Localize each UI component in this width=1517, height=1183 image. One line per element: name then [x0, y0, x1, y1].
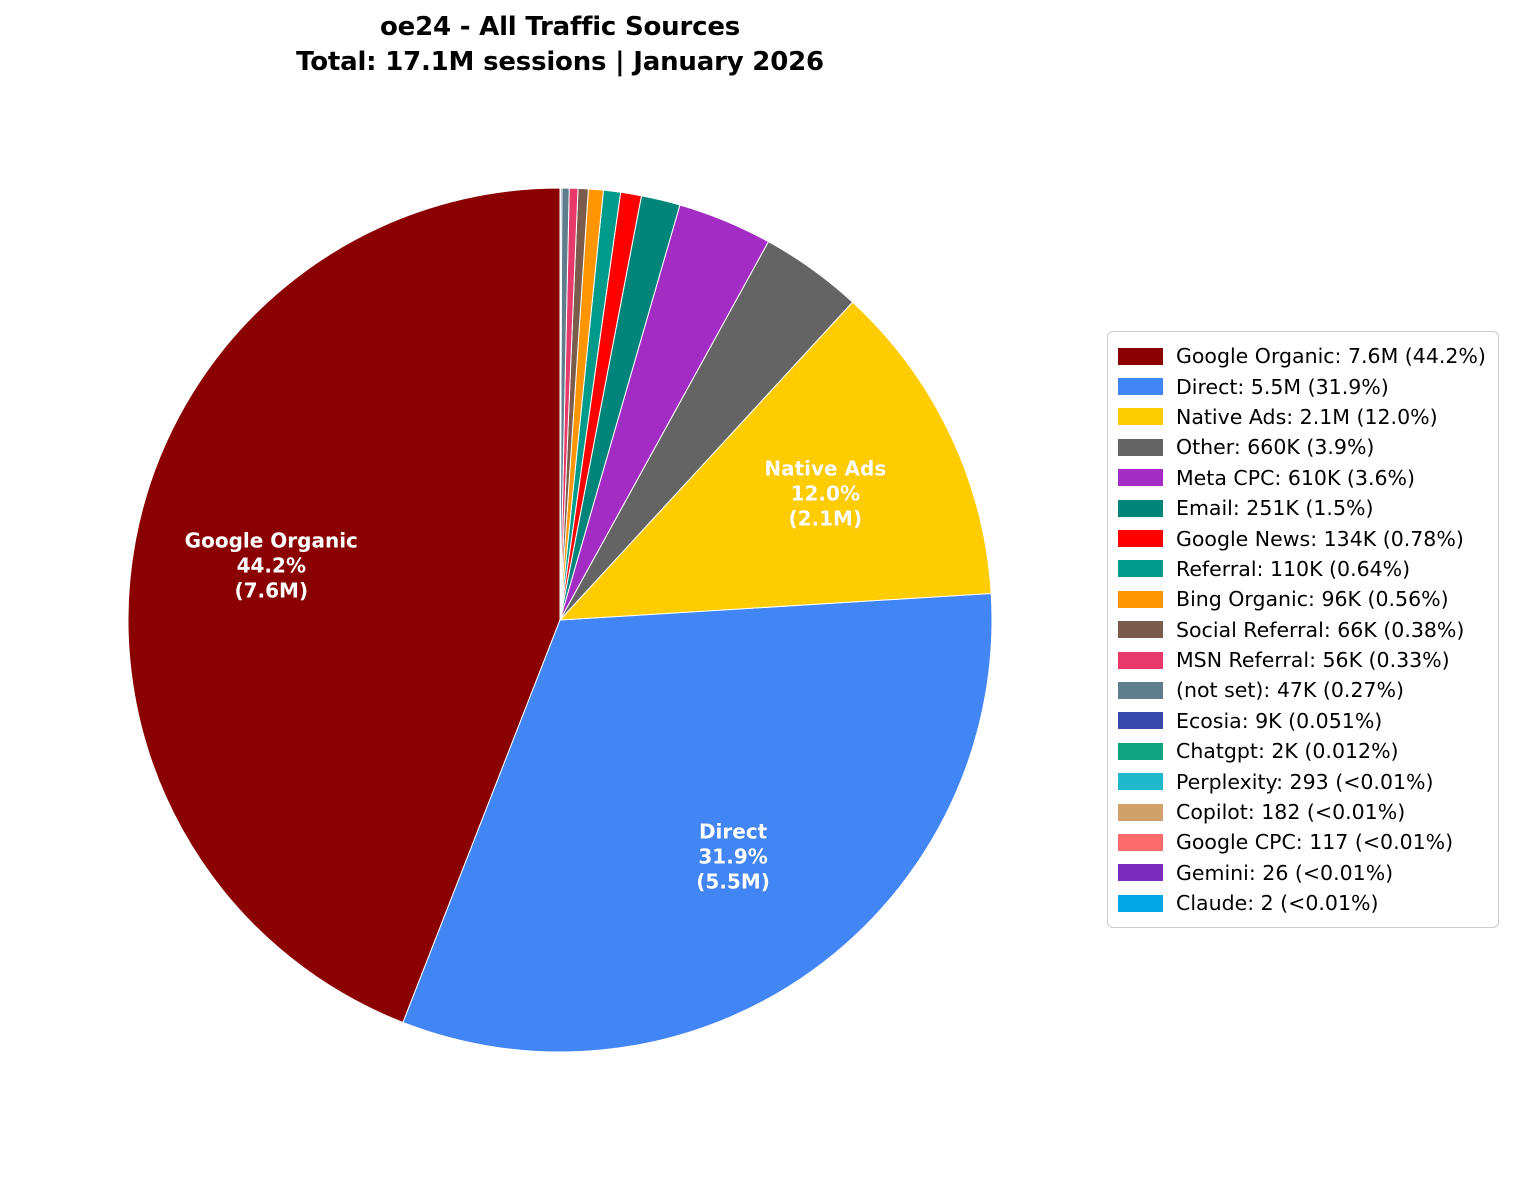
legend-item[interactable]: Referral: 110K (0.64%) — [1118, 554, 1486, 584]
legend-item[interactable]: Claude: 2 (<0.01%) — [1118, 888, 1486, 918]
legend-item[interactable]: Perplexity: 293 (<0.01%) — [1118, 766, 1486, 796]
legend-item[interactable]: Email: 251K (1.5%) — [1118, 493, 1486, 523]
legend-item-label: Native Ads: 2.1M (12.0%) — [1176, 404, 1438, 429]
legend-item[interactable]: Meta CPC: 610K (3.6%) — [1118, 463, 1486, 493]
legend-color-swatch — [1118, 438, 1163, 456]
pie-slice[interactable] — [558, 301, 992, 621]
legend-item-label: Direct: 5.5M (31.9%) — [1176, 374, 1389, 399]
legend-item-label: Google News: 134K (0.78%) — [1176, 526, 1464, 551]
legend-color-swatch — [1118, 560, 1163, 578]
legend-item-label: Meta CPC: 610K (3.6%) — [1176, 465, 1415, 490]
legend-color-swatch — [1118, 378, 1163, 396]
legend-item[interactable]: Ecosia: 9K (0.051%) — [1118, 706, 1486, 736]
pie-chart-area: Google Organic 44.2% (7.6M) Direct 31.9% (5.5… — [127, 187, 993, 1053]
legend-item-label: Bing Organic: 96K (0.56%) — [1176, 587, 1449, 612]
legend-item[interactable]: Gemini: 26 (<0.01%) — [1118, 858, 1486, 888]
legend-item[interactable]: Social Referral: 66K (0.38%) — [1118, 615, 1486, 645]
legend-color-swatch — [1118, 469, 1163, 487]
legend-color-swatch — [1118, 742, 1163, 760]
legend-item-label: Email: 251K (1.5%) — [1176, 496, 1374, 521]
legend-color-swatch — [1118, 803, 1163, 821]
legend-item-label: Referral: 110K (0.64%) — [1176, 556, 1411, 581]
legend-item-label: Ecosia: 9K (0.051%) — [1176, 708, 1383, 733]
legend-color-swatch — [1118, 894, 1163, 912]
legend-item-label: Social Referral: 66K (0.38%) — [1176, 617, 1465, 642]
legend-color-swatch — [1118, 499, 1163, 517]
legend-item-label: Chatgpt: 2K (0.012%) — [1176, 739, 1399, 764]
legend-item[interactable]: Google CPC: 117 (<0.01%) — [1118, 827, 1486, 857]
legend-item-label: Gemini: 26 (<0.01%) — [1176, 860, 1394, 885]
legend-color-swatch — [1118, 621, 1163, 639]
legend-item-label: Copilot: 182 (<0.01%) — [1176, 800, 1406, 825]
legend-item-label: Google CPC: 117 (<0.01%) — [1176, 830, 1454, 855]
legend-item[interactable]: Direct: 5.5M (31.9%) — [1118, 371, 1486, 401]
legend-item-label: (not set): 47K (0.27%) — [1176, 678, 1405, 703]
legend-color-swatch — [1118, 864, 1163, 882]
legend-item[interactable]: (not set): 47K (0.27%) — [1118, 675, 1486, 705]
legend-rows: Google Organic: 7.6M (44.2%) Direct: 5.5M… — [1118, 341, 1486, 918]
legend-item-label: Other: 660K (3.9%) — [1176, 435, 1375, 460]
legend-item[interactable]: Google Organic: 7.6M (44.2%) — [1118, 341, 1486, 371]
legend-item[interactable]: Native Ads: 2.1M (12.0%) — [1118, 402, 1486, 432]
legend-item-label: MSN Referral: 56K (0.33%) — [1176, 648, 1450, 673]
pie-slice[interactable] — [402, 592, 993, 1053]
legend-color-swatch — [1118, 773, 1163, 791]
pie-slice[interactable] — [127, 187, 561, 1024]
chart-title-line2: Total: 17.1M sessions | January 2026 — [296, 47, 824, 77]
chart-title-line1: oe24 - All Traffic Sources — [379, 12, 741, 42]
legend-item-label: Perplexity: 293 (<0.01%) — [1176, 769, 1434, 794]
legend-color-swatch — [1118, 651, 1163, 669]
legend-item[interactable]: MSN Referral: 56K (0.33%) — [1118, 645, 1486, 675]
legend-item[interactable]: Bing Organic: 96K (0.56%) — [1118, 584, 1486, 614]
legend-color-swatch — [1118, 681, 1163, 699]
legend-color-swatch — [1118, 590, 1163, 608]
chart-title: oe24 - All Traffic Sources Total: 17.1M … — [0, 10, 1120, 80]
legend-item[interactable]: Copilot: 182 (<0.01%) — [1118, 797, 1486, 827]
pie-chart-svg — [127, 187, 993, 1053]
legend-item[interactable]: Chatgpt: 2K (0.012%) — [1118, 736, 1486, 766]
pie-slices-group — [127, 187, 993, 1053]
legend-color-swatch — [1118, 712, 1163, 730]
legend-item-label: Claude: 2 (<0.01%) — [1176, 891, 1379, 916]
legend-color-swatch — [1118, 408, 1163, 426]
legend-item[interactable]: Google News: 134K (0.78%) — [1118, 523, 1486, 553]
legend-color-swatch — [1118, 530, 1163, 548]
legend: Google Organic: 7.6M (44.2%) Direct: 5.5M… — [1107, 331, 1499, 929]
legend-item-label: Google Organic: 7.6M (44.2%) — [1176, 344, 1486, 369]
legend-color-swatch — [1118, 833, 1163, 851]
legend-item[interactable]: Other: 660K (3.9%) — [1118, 432, 1486, 462]
legend-color-swatch — [1118, 347, 1163, 365]
